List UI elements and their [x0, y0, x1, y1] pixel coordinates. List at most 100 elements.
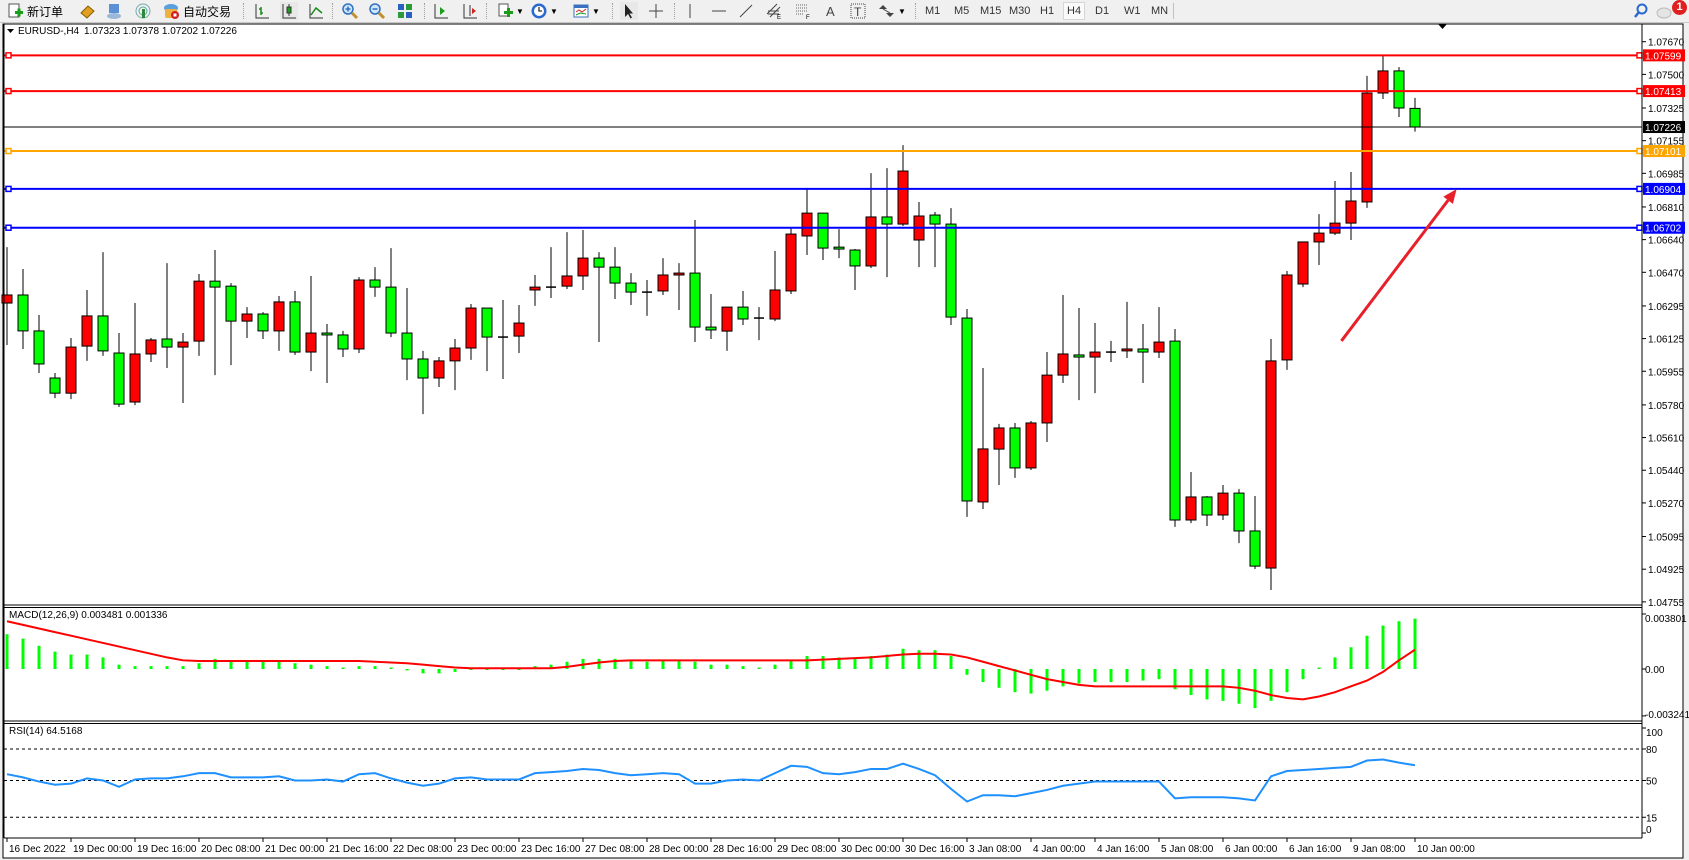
line-anchor-handle[interactable]	[5, 185, 12, 193]
line-anchor-handle[interactable]	[1636, 87, 1643, 95]
svg-text:A: A	[826, 4, 835, 19]
line-anchor-handle[interactable]	[1636, 185, 1643, 193]
signal-button[interactable]	[134, 2, 152, 20]
equidistant-channel-icon: E	[765, 2, 783, 20]
line-anchor-handle[interactable]	[1636, 224, 1643, 231]
notification-button[interactable]	[1656, 2, 1674, 20]
line-anchor-handle[interactable]	[1636, 52, 1643, 59]
text-label-button[interactable]: T	[849, 2, 867, 20]
candle	[961, 309, 973, 517]
cursor-button[interactable]	[620, 2, 638, 20]
timeframe-h1[interactable]: H1	[1040, 5, 1055, 17]
tile-windows-button[interactable]	[396, 2, 414, 20]
zoom-out-button[interactable]	[368, 2, 386, 20]
chart-shift-marker-icon[interactable]	[1438, 24, 1447, 29]
auto-trading-button[interactable]: 自动交易	[162, 2, 231, 20]
timeframe-m15[interactable]: M15	[980, 5, 1002, 17]
fibonacci-button[interactable]: F	[794, 2, 812, 20]
toolbar-separator	[674, 3, 675, 19]
candle-body-bull	[1361, 92, 1373, 203]
horizontal-line[interactable]: 1.06702	[4, 221, 1685, 235]
vertical-line-button[interactable]	[681, 2, 699, 20]
macd-histogram-bar	[789, 660, 793, 669]
candlestick-icon	[280, 2, 298, 20]
time-tick-label: 4 Jan 00:00	[1033, 844, 1086, 855]
zoom-in-button[interactable]	[341, 2, 359, 20]
candle	[977, 368, 989, 510]
auto-trading-label: 自动交易	[183, 4, 232, 19]
time-tick-label: 3 Jan 08:00	[969, 844, 1022, 855]
periods-button[interactable]: ▼	[530, 2, 558, 20]
time-tick-label: 20 Dec 08:00	[201, 844, 261, 855]
macd-histogram-bar	[229, 660, 233, 669]
timeframe-d1[interactable]: D1	[1095, 5, 1110, 17]
trendline-button[interactable]	[737, 2, 755, 20]
line-anchor-handle[interactable]	[5, 87, 12, 95]
line-anchor-handle[interactable]	[5, 52, 12, 59]
rsi-label: RSI(14) 64.5168	[9, 726, 83, 737]
timeframe-m5[interactable]: M5	[954, 5, 970, 17]
candle	[113, 333, 125, 408]
notification-badge: 1	[1672, 0, 1687, 15]
candle-body-bear	[17, 294, 29, 332]
macd-histogram-bar	[757, 667, 761, 669]
search-button[interactable]	[1632, 2, 1650, 20]
horizontal-line[interactable]: 1.06904	[4, 182, 1685, 196]
candle	[673, 263, 685, 310]
timeframe-m30[interactable]: M30	[1009, 5, 1031, 17]
line-anchor-handle[interactable]	[5, 224, 12, 231]
navigator-button[interactable]	[105, 2, 123, 20]
equidistant-channel-button[interactable]: E	[765, 2, 783, 20]
candle	[833, 229, 845, 259]
timeframe-m1[interactable]: M1	[925, 5, 941, 17]
candle	[1185, 471, 1197, 524]
annotation-arrow[interactable]	[1340, 189, 1457, 342]
macd-histogram-bar	[149, 666, 153, 669]
zoom-out-icon	[368, 2, 386, 20]
horizontal-line[interactable]: 1.07599	[4, 49, 1685, 62]
line-chart-button[interactable]	[307, 2, 325, 20]
chart-menu-triangle-icon[interactable]	[7, 29, 14, 33]
candle-body-bull	[1089, 351, 1101, 358]
candle	[721, 306, 733, 351]
candle-body-bear	[49, 377, 61, 394]
new-order-button[interactable]: 新订单	[6, 2, 63, 20]
horizontal-line-button[interactable]	[710, 2, 728, 20]
horizontal-line-icon	[710, 2, 728, 20]
price-tick-label: 1.06470	[1648, 268, 1685, 279]
candle	[754, 307, 764, 341]
horizontal-line[interactable]: 1.07413	[4, 85, 1685, 98]
bar-chart-button[interactable]	[253, 2, 271, 20]
line-anchor-handle[interactable]	[5, 147, 12, 155]
meta-editor-button[interactable]	[78, 2, 96, 20]
horizontal-line[interactable]: 1.07101	[4, 145, 1685, 158]
candle	[1121, 301, 1133, 359]
candle-body-bull	[81, 315, 93, 347]
text-button[interactable]: A	[822, 2, 840, 20]
templates-button[interactable]: ▼	[572, 2, 600, 20]
chart-shift-button[interactable]	[461, 2, 479, 20]
timeframe-mn[interactable]: MN	[1151, 5, 1169, 17]
candle	[1297, 241, 1309, 288]
candlestick-button[interactable]	[280, 2, 298, 20]
crosshair-button[interactable]	[647, 2, 665, 20]
vertical-line-icon	[681, 2, 699, 20]
candle	[81, 289, 93, 361]
indicators-button[interactable]: ▼	[496, 2, 524, 20]
candle	[593, 252, 605, 343]
auto-scroll-button[interactable]	[432, 2, 450, 20]
macd-histogram-bar	[741, 666, 745, 669]
svg-text:E: E	[777, 15, 781, 20]
candle	[1201, 495, 1213, 526]
timeframe-h4[interactable]: H4	[1063, 2, 1086, 20]
arrows-button[interactable]: ▼	[878, 2, 906, 20]
macd-histogram-bar	[5, 634, 9, 669]
macd-histogram-bar	[117, 664, 121, 669]
timeframe-w1[interactable]: W1	[1124, 5, 1141, 17]
horizontal-line[interactable]: 1.07226	[4, 121, 1685, 134]
time-tick-label: 10 Jan 00:00	[1417, 844, 1475, 855]
candle-body-bull	[977, 448, 989, 503]
macd-histogram-bar	[197, 663, 201, 669]
line-anchor-handle[interactable]	[1636, 147, 1643, 155]
